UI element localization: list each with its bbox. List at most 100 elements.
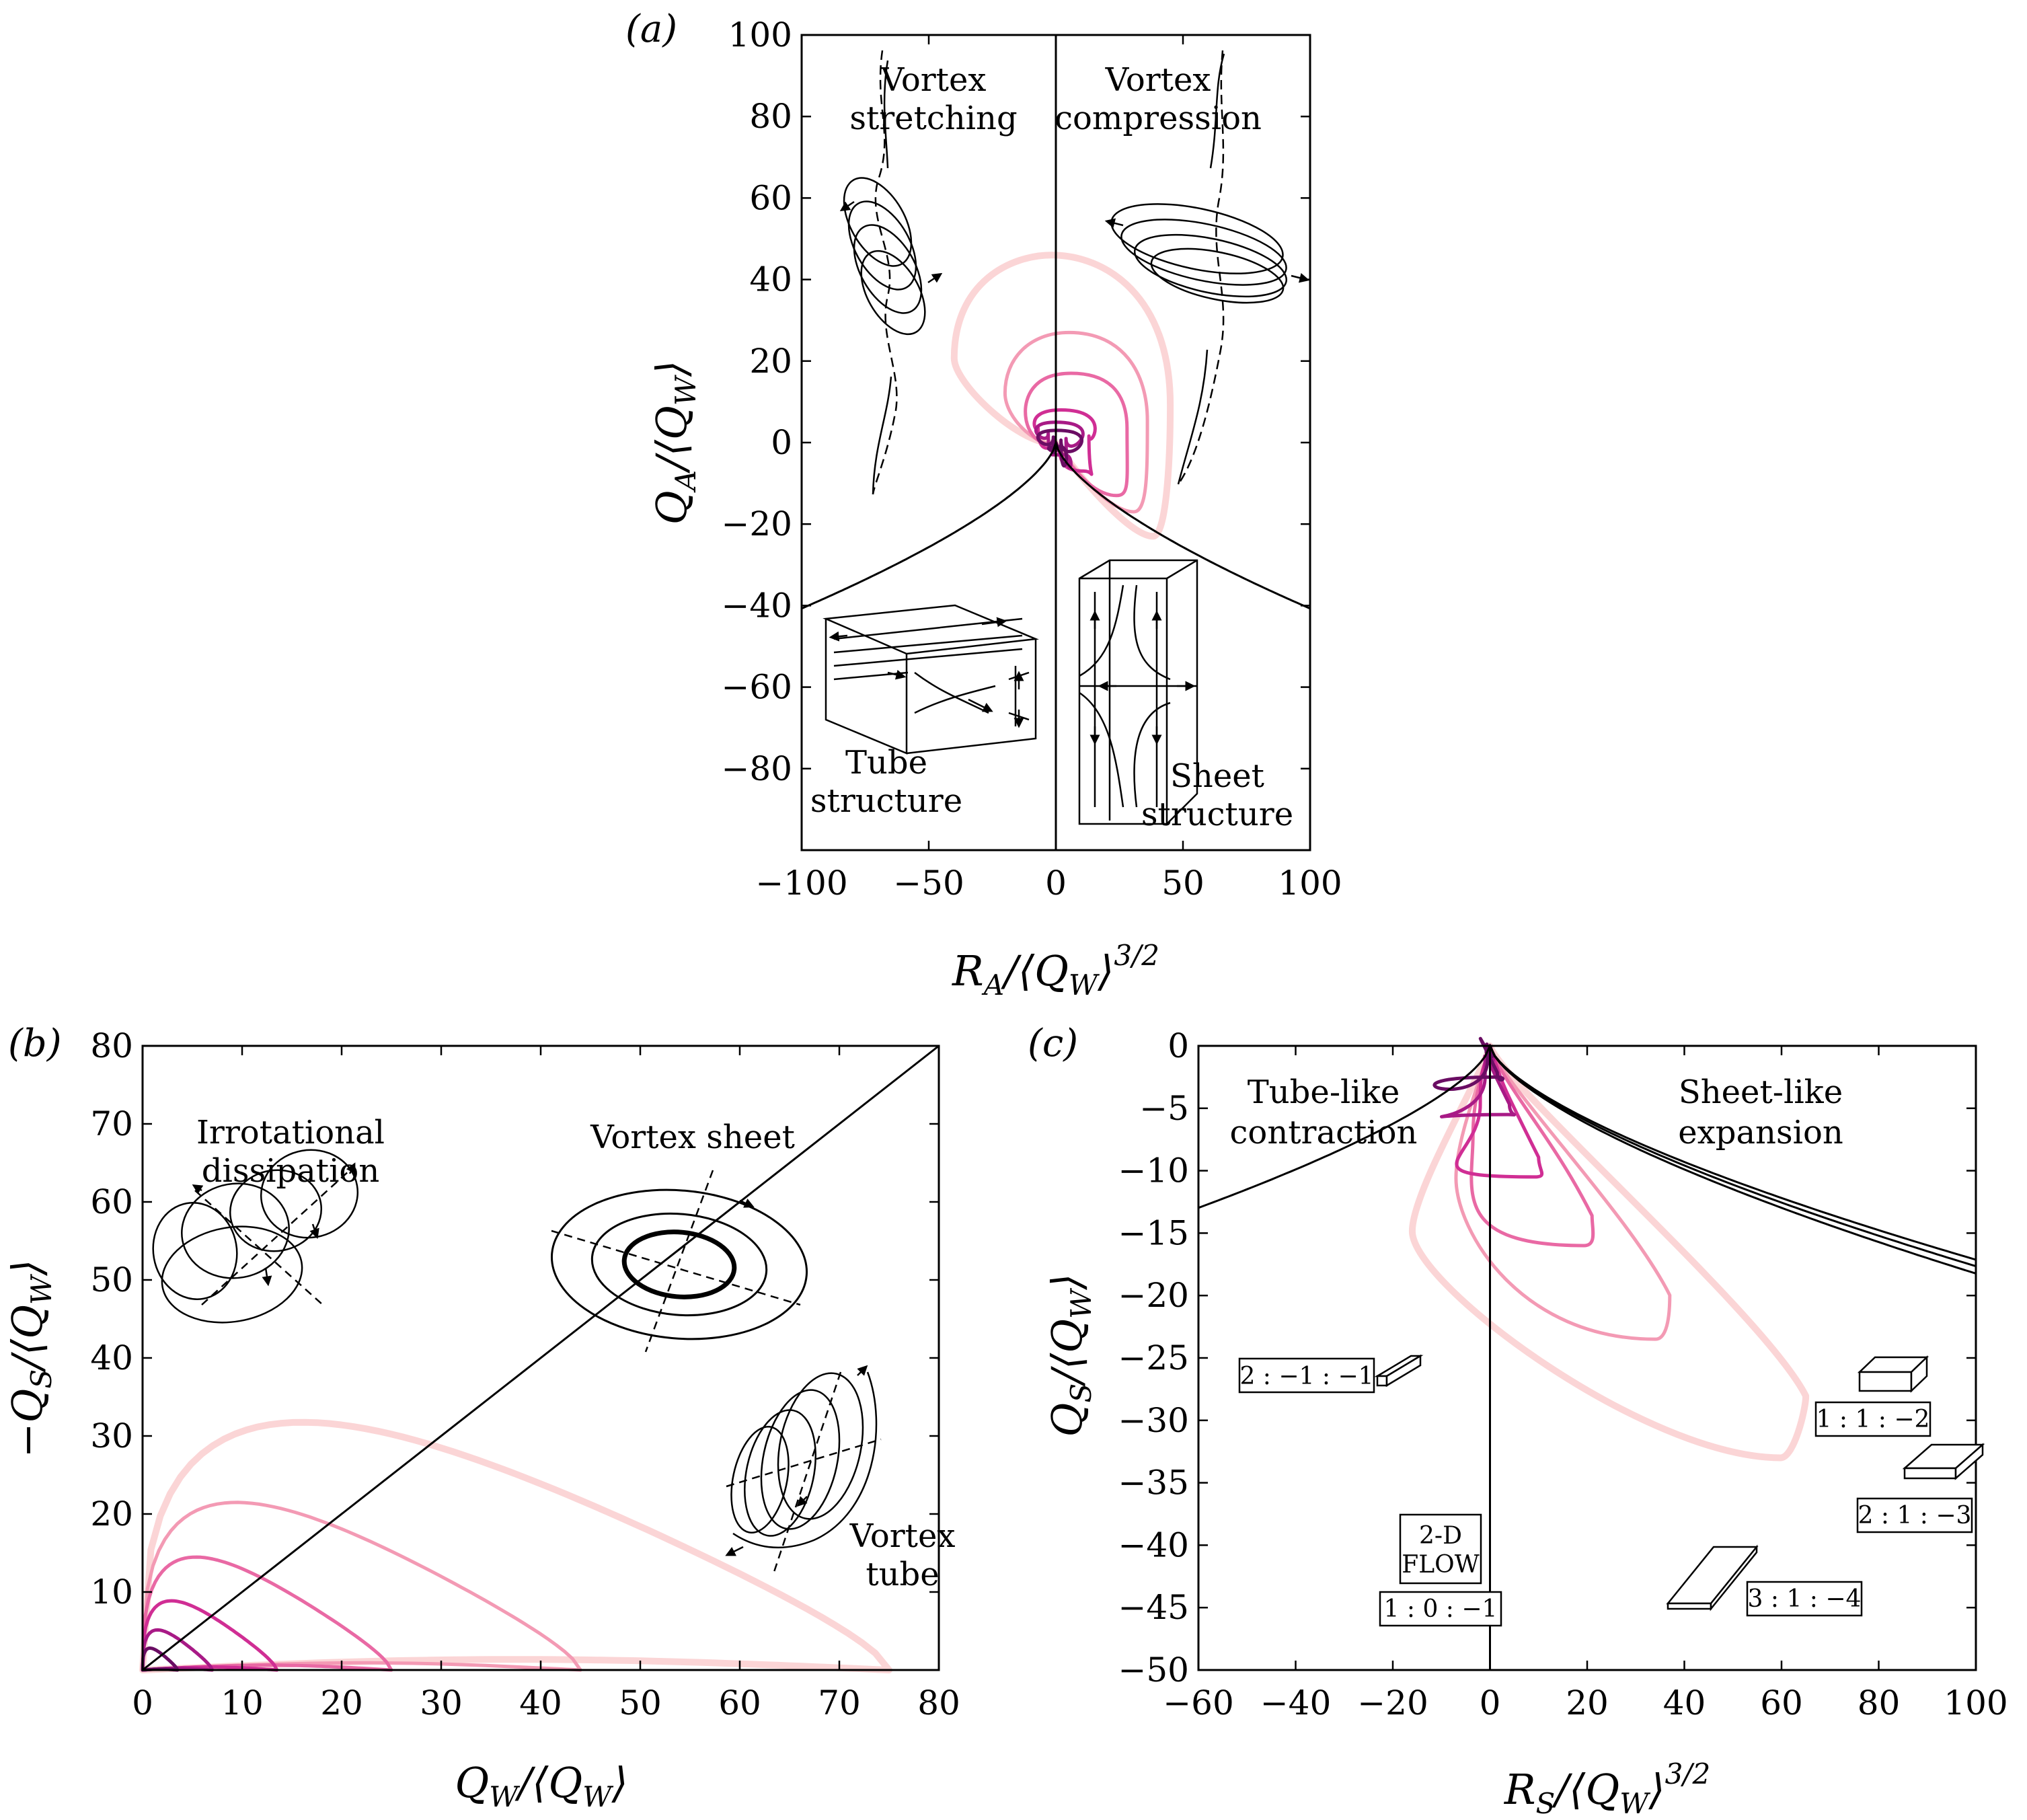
panel-a-xlabel-main: R — [952, 946, 984, 995]
region-vortex-sheet: Vortex sheet — [590, 1118, 795, 1156]
panel-c-ylabel-sub2: W — [1065, 1287, 1098, 1319]
b-ytick-label: 30 — [90, 1416, 133, 1455]
b-ytick-label: 50 — [90, 1260, 133, 1299]
panel-c-ticks: −60 −40 −20 0 20 40 60 80 100 0 −5 −10 −15 −20 −25 −30 −… — [1118, 1026, 2007, 1722]
a-ytick-label: 100 — [728, 15, 792, 54]
panel-c: (c) −60 −40 −20 0 20 40 60 80 100 0 −5 −10 −15 −20 −25… — [1028, 1022, 2008, 1820]
b-xtick-label: 0 — [132, 1683, 153, 1722]
a-ytick-label: 0 — [771, 423, 792, 462]
c-contour-3 — [1469, 1044, 1595, 1248]
b-ref-diagonal — [142, 1045, 940, 1671]
a-xtick-label: −50 — [893, 864, 964, 903]
c-contour-2 — [1454, 1044, 1672, 1341]
panel-c-contours — [1408, 1036, 1810, 1462]
c-ytick-label: −30 — [1118, 1401, 1189, 1440]
c-xtick-label: −60 — [1163, 1683, 1234, 1722]
a-ytick-label: 60 — [749, 178, 792, 217]
panel-c-ylabel-main: Q — [1042, 1403, 1092, 1437]
panel-c-xlabel-end: ⟩ — [1648, 1765, 1665, 1814]
region-sheet-structure-line1: Sheet — [1170, 757, 1264, 795]
region-vortex-compression-line2: compression — [1055, 100, 1262, 137]
c-contour-1 — [1408, 1042, 1810, 1462]
b-xtick-label: 60 — [718, 1683, 761, 1722]
ratio-box-1-1-2 — [1814, 1401, 1932, 1437]
region-tube-structure-line2: structure — [810, 782, 962, 820]
a-xtick-label: 100 — [1278, 864, 1342, 903]
b-contour-2 — [141, 1501, 582, 1672]
shape-1-1-2-icon — [1857, 1355, 1929, 1393]
a-ref-discriminant — [801, 439, 1311, 610]
c-ytick-label: −50 — [1118, 1651, 1189, 1690]
panel-a-ylabel-main: Q — [647, 490, 696, 525]
panel-a-ylabel: QA/⟨QW⟩ — [647, 361, 702, 525]
region-vortex-tube-line1: Vortex — [849, 1517, 956, 1555]
panel-a-ticks: −100 −50 0 50 100 −80 −60 −40 −20 0 20 40 60 80 100 — [721, 15, 1342, 903]
b-xtick-label: 30 — [420, 1683, 463, 1722]
c-ref-curve-1 — [1198, 1043, 1977, 1275]
region-vortex-stretching-line1: Vortex — [880, 61, 987, 99]
panel-c-reference-lines — [1198, 1043, 1977, 1670]
panel-b-contours — [139, 1418, 892, 1673]
panel-a-xlabel-end: ⟩ — [1097, 946, 1114, 995]
ratio-box-2-1-1 — [1238, 1357, 1375, 1394]
c-ytick-label: −5 — [1139, 1089, 1189, 1128]
c-ref-curve-3 — [1489, 1045, 1977, 1268]
vortex-stretching-illustration — [839, 50, 943, 495]
c-ytick-label: −10 — [1118, 1151, 1189, 1190]
b-ytick-label: 20 — [90, 1494, 133, 1533]
c-xtick-label: 60 — [1760, 1683, 1803, 1722]
panel-c-xlabel-rest: /⟨Q — [1552, 1765, 1619, 1814]
region-irrotational-line2: dissipation — [202, 1152, 380, 1190]
ratio-label-1-1-2: 1 : 1 : −2 — [1816, 1406, 1930, 1433]
region-sheet-like-line1: Sheet-like — [1679, 1073, 1843, 1111]
a-contour-6 — [1036, 428, 1083, 468]
panel-c-ylabel-rest: /⟨Q — [1042, 1319, 1092, 1387]
panel-c-label: (c) — [1028, 1022, 1078, 1065]
b-ytick-label: 70 — [90, 1104, 133, 1143]
panel-a-reference-lines — [801, 35, 1311, 850]
vortex-compression-illustration — [1104, 50, 1310, 485]
region-vortex-tube-line2: tube — [866, 1556, 939, 1593]
panel-b-ylabel-end: ⟩ — [3, 1260, 52, 1277]
b-ytick-label: 10 — [90, 1572, 133, 1612]
ratio-label-1-0-1: 1 : 0 : −1 — [1384, 1595, 1498, 1623]
panel-b-xlabel-sub: W — [489, 1780, 521, 1813]
panel-a-ylabel-sub: A — [669, 470, 702, 493]
a-contour-3 — [1024, 371, 1129, 498]
region-vortex-stretching-line2: stretching — [849, 100, 1017, 137]
ratio-label-2-1-1: 2 : −1 : −1 — [1239, 1363, 1373, 1390]
a-xtick-label: −100 — [755, 864, 847, 903]
c-ytick-label: −15 — [1118, 1213, 1189, 1252]
a-contour-2 — [1003, 330, 1149, 514]
panel-a-label: (a) — [625, 7, 677, 51]
panel-a-contours — [950, 252, 1174, 540]
panel-a-ylabel-sub2: W — [669, 374, 702, 406]
b-ytick-label: 80 — [90, 1026, 133, 1065]
panel-c-xlabel-main: R — [1504, 1765, 1536, 1814]
region-sheet-structure-line2: structure — [1141, 796, 1293, 833]
panel-a-xlabel: RA/⟨QW⟩3/2 — [952, 939, 1159, 1001]
b-contour-3 — [141, 1555, 393, 1672]
a-ytick-label: −80 — [721, 749, 792, 788]
shape-3-1-4-icon — [1666, 1544, 1759, 1612]
region-tube-like-line2: contraction — [1230, 1114, 1418, 1151]
panel-a-xlabel-sub2: W — [1069, 969, 1100, 1001]
panel-c-xlabel-sub: S — [1536, 1787, 1556, 1820]
tube-structure-illustration — [823, 604, 1039, 755]
c-ytick-label: −40 — [1118, 1525, 1189, 1564]
panel-c-ylabel-end: ⟩ — [1042, 1274, 1092, 1291]
c-xtick-label: 100 — [1944, 1683, 2007, 1722]
ratio-box-3-1-4 — [1746, 1581, 1863, 1617]
panel-a-ylabel-rest: /⟨Q — [647, 406, 696, 473]
panel-b-ylabel: −QS/⟨QW⟩ — [3, 1260, 58, 1458]
a-ytick-label: 80 — [749, 97, 792, 136]
sheet-structure-illustration — [1078, 559, 1198, 825]
a-ytick-label: −40 — [721, 586, 792, 625]
region-tube-structure-line1: Tube — [845, 744, 927, 782]
panel-c-xlabel-sub2: W — [1619, 1787, 1651, 1820]
panel-b-xlabel: QW/⟨QW⟩ — [455, 1758, 627, 1813]
b-ytick-label: 40 — [90, 1338, 133, 1377]
panel-a: (a) −100 −50 0 50 100 −80 −60 −40 −20 0 20 40 60 80 10… — [625, 7, 1342, 1001]
panel-b-ylabel-rest: /⟨Q — [3, 1305, 52, 1373]
